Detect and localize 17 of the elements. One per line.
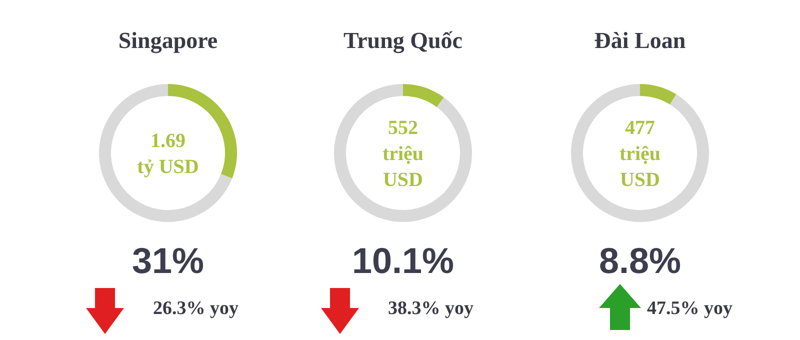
chart-title: Đài Loan xyxy=(594,28,686,53)
text: 26.3% yoy xyxy=(153,298,239,319)
donut-slice xyxy=(334,84,472,222)
chart-title: Trung Quốc xyxy=(343,28,463,54)
donut-slice xyxy=(571,84,709,222)
text: 8.8% xyxy=(598,240,682,281)
text: 1.69 tỷ USD xyxy=(137,130,199,178)
donut-slice xyxy=(99,84,232,222)
donut-slice xyxy=(403,84,444,108)
text: 31% xyxy=(132,240,204,281)
text: 552 triệu USD xyxy=(382,117,424,191)
text: 47.5% yoy xyxy=(647,298,733,319)
text: 477 triệu USD xyxy=(619,117,661,191)
text: 38.3% yoy xyxy=(388,298,474,319)
text: 10.1% xyxy=(352,240,454,281)
chart-title: Singapore xyxy=(118,28,218,54)
donut-slice xyxy=(640,84,676,104)
